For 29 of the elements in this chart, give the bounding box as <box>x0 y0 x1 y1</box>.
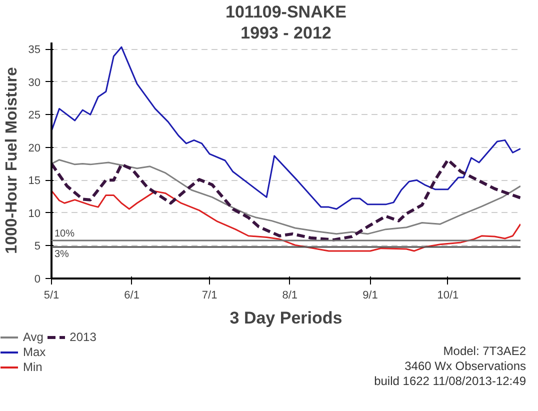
y-tick-label: 0 <box>34 274 41 286</box>
legend-label: 2013 <box>70 330 96 344</box>
y-tick-label: 10 <box>28 208 41 220</box>
x-tick-label: 7/1 <box>202 290 218 302</box>
annotation: 10% <box>54 228 75 240</box>
x-tick-label: 8/1 <box>282 290 298 302</box>
x-tick-label: 9/1 <box>362 290 378 302</box>
chart-subtitle: 1993 - 2012 <box>240 24 332 42</box>
x-tick-label: 6/1 <box>124 290 140 302</box>
y-tick-label: 15 <box>28 175 41 188</box>
legend-label: Min <box>23 360 43 374</box>
y-tick-label: 35 <box>28 44 41 56</box>
x-tick-label: 5/1 <box>44 290 60 302</box>
line-series <box>52 190 520 252</box>
text: 3460 Wx Observations <box>404 359 526 373</box>
y-tick-label: 5 <box>34 240 41 253</box>
y-tick-label: 30 <box>28 76 41 89</box>
y-tick-label: 20 <box>28 142 41 154</box>
x-tick-label: 10/1 <box>437 290 459 302</box>
chart-title: 101109-SNAKE <box>226 2 346 22</box>
line-series <box>52 46 520 210</box>
x-axis-title: 3 Day Periods <box>230 308 342 328</box>
y-axis-title: 1000-Hour Fuel Moisture <box>3 67 20 254</box>
y-tick-label: 25 <box>28 110 41 122</box>
text: Model: 7T3AE2 <box>443 344 526 358</box>
annotation: 3% <box>54 249 70 260</box>
legend-label: Avg <box>23 330 44 344</box>
legend-label: Max <box>23 345 46 359</box>
text: build 1622 11/08/2013-12:49 <box>374 374 526 388</box>
